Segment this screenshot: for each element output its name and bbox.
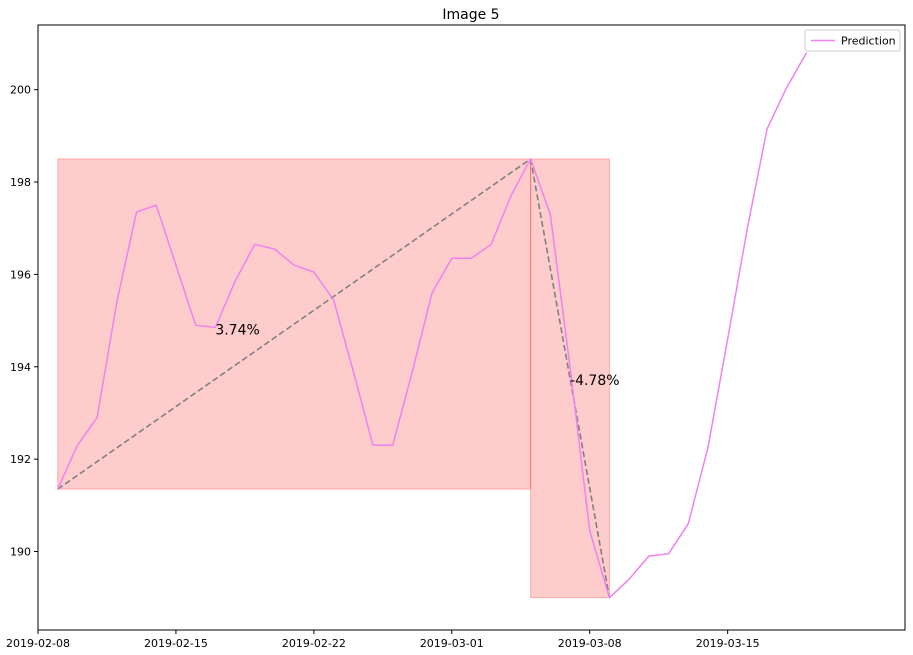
y-tick-label: 200 (10, 84, 31, 97)
y-tick-label: 190 (10, 545, 31, 558)
trend-lines (57, 158, 611, 598)
annotation-1: 3.74% (215, 322, 259, 338)
plot-frame (37, 24, 906, 631)
y-tick-label: 196 (10, 268, 31, 281)
series-line-prediction (57, 52, 808, 599)
series-lines (57, 52, 808, 599)
annotations: 3.74% -4.78% (215, 322, 619, 389)
x-tick-label: 2019-02-15 (144, 637, 208, 650)
x-tick-label: 2019-03-08 (558, 637, 622, 650)
y-axis: 190 192 194 196 198 200 (10, 84, 38, 558)
x-axis: 2019-02-08 2019-02-15 2019-02-22 2019-03-01… (6, 630, 760, 650)
chart-title: Image 5 (442, 7, 499, 23)
y-tick-label: 192 (10, 453, 31, 466)
x-tick-label: 2019-02-22 (282, 637, 346, 650)
trend-line-1 (57, 158, 532, 490)
legend-label: Prediction (841, 35, 896, 48)
y-tick-label: 198 (10, 176, 31, 189)
plot-area (38, 25, 905, 630)
legend-box (804, 29, 901, 52)
x-tick-label: 2019-03-15 (696, 637, 760, 650)
annotation-2: -4.78% (570, 373, 620, 389)
x-tick-label: 2019-03-01 (420, 637, 484, 650)
y-tick-label: 194 (10, 361, 31, 374)
plot-background (38, 25, 905, 630)
trend-line-2 (529, 158, 611, 598)
x-tick-label: 2019-02-08 (6, 637, 70, 650)
legend: Prediction (804, 29, 901, 52)
